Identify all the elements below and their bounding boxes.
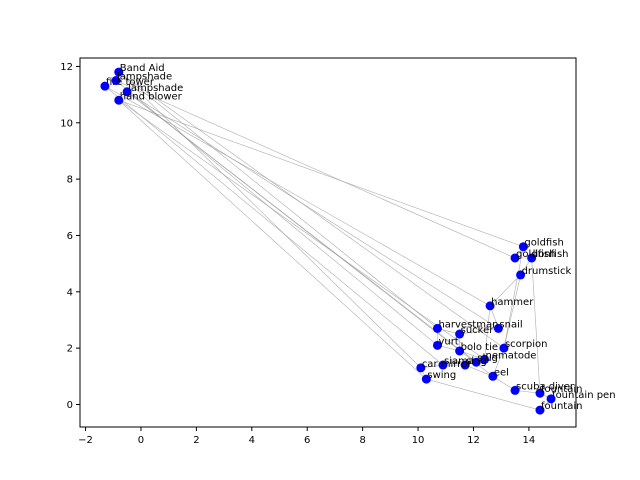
data-point bbox=[485, 301, 495, 311]
data-point bbox=[455, 329, 465, 339]
point-label: goldfish bbox=[524, 238, 563, 249]
edge-line bbox=[492, 348, 505, 377]
data-point bbox=[114, 95, 124, 105]
point-label: siamang bbox=[444, 356, 487, 367]
edge-line bbox=[126, 91, 499, 329]
data-point bbox=[480, 354, 490, 364]
data-point bbox=[421, 374, 431, 384]
y-axis: 0 2 4 6 8 10 12 bbox=[60, 62, 80, 411]
y-tick-label: 8 bbox=[67, 175, 73, 186]
point-label: lampshade bbox=[117, 72, 172, 83]
data-point bbox=[114, 67, 124, 77]
edge-line bbox=[118, 71, 422, 369]
data-point bbox=[455, 346, 465, 356]
data-point bbox=[438, 360, 448, 370]
x-tick-label: 6 bbox=[304, 435, 310, 446]
point-label: goldfish bbox=[516, 249, 555, 260]
x-tick-label: 0 bbox=[138, 435, 144, 446]
points-layer bbox=[100, 67, 556, 415]
edge-line bbox=[115, 80, 516, 259]
edge-line bbox=[459, 328, 499, 335]
point-label: fountain bbox=[541, 401, 582, 412]
data-point bbox=[111, 76, 121, 86]
point-label: yurt bbox=[438, 336, 458, 347]
point-label: fire tower bbox=[106, 77, 155, 88]
data-point bbox=[527, 253, 537, 263]
data-point bbox=[510, 253, 520, 263]
point-label: lionfish bbox=[533, 249, 569, 260]
data-point bbox=[488, 371, 498, 381]
data-point bbox=[493, 323, 503, 333]
data-point bbox=[535, 405, 545, 415]
data-point bbox=[416, 363, 426, 373]
edge-line bbox=[503, 274, 521, 349]
y-tick-label: 4 bbox=[67, 287, 73, 298]
edge-line bbox=[118, 100, 485, 360]
edge-line bbox=[426, 378, 541, 411]
edge-line bbox=[104, 85, 444, 366]
x-tick-label: 12 bbox=[467, 435, 480, 446]
edge-line bbox=[118, 100, 427, 380]
edge-line bbox=[489, 274, 521, 307]
data-point bbox=[516, 270, 526, 280]
data-point bbox=[535, 388, 545, 398]
edge-line bbox=[118, 71, 438, 329]
x-tick-label: 8 bbox=[359, 435, 365, 446]
point-label: car mirror bbox=[422, 359, 472, 370]
data-point bbox=[122, 87, 132, 97]
y-tick-label: 0 bbox=[67, 400, 73, 411]
point-label: nematode bbox=[486, 350, 537, 361]
point-label: eel bbox=[494, 367, 509, 378]
data-point bbox=[518, 242, 528, 252]
point-label: drumstick bbox=[522, 266, 572, 277]
point-label: slug bbox=[477, 353, 498, 364]
data-point bbox=[100, 81, 110, 91]
point-label: snail bbox=[499, 319, 522, 330]
axes-frame bbox=[79, 57, 577, 428]
point-label: fountain pen bbox=[552, 390, 616, 401]
data-point bbox=[499, 343, 509, 353]
data-point bbox=[546, 394, 556, 404]
data-point bbox=[471, 357, 481, 367]
point-label: bolo tie bbox=[461, 342, 498, 353]
data-point bbox=[460, 360, 470, 370]
point-label: slug bbox=[466, 356, 487, 367]
x-tick-label: 10 bbox=[412, 435, 425, 446]
point-label: hand blower bbox=[120, 91, 183, 102]
edge-line bbox=[118, 71, 505, 349]
edge-line bbox=[104, 85, 491, 307]
edge-line bbox=[484, 305, 491, 360]
x-tick-label: 2 bbox=[193, 435, 199, 446]
point-label: hammer bbox=[491, 297, 534, 308]
point-label: fountain bbox=[541, 384, 582, 395]
data-point bbox=[510, 385, 520, 395]
y-tick-label: 12 bbox=[60, 62, 73, 73]
point-label: scuba diver bbox=[516, 381, 575, 392]
x-tick-label: 14 bbox=[523, 435, 536, 446]
y-tick-label: 10 bbox=[60, 118, 73, 129]
point-label: swing bbox=[427, 370, 456, 381]
x-tick-label: 4 bbox=[249, 435, 255, 446]
y-tick-label: 2 bbox=[67, 344, 73, 355]
x-tick-label: −2 bbox=[78, 435, 93, 446]
edge-line bbox=[503, 246, 524, 349]
point-label: sucker bbox=[461, 325, 495, 336]
data-point bbox=[432, 323, 442, 333]
y-tick-label: 6 bbox=[67, 231, 73, 242]
point-label: lampshade bbox=[128, 83, 183, 94]
edge-line bbox=[465, 364, 493, 377]
data-point bbox=[432, 340, 442, 350]
point-label: Band Aid bbox=[120, 63, 165, 74]
x-axis: −2 0 2 4 6 8 10 12 14 bbox=[78, 427, 535, 446]
edge-line bbox=[126, 91, 477, 363]
edge-line bbox=[118, 99, 524, 248]
point-label: harvestman bbox=[438, 319, 498, 330]
point-label: scorpion bbox=[505, 339, 548, 350]
edge-line bbox=[531, 257, 541, 394]
